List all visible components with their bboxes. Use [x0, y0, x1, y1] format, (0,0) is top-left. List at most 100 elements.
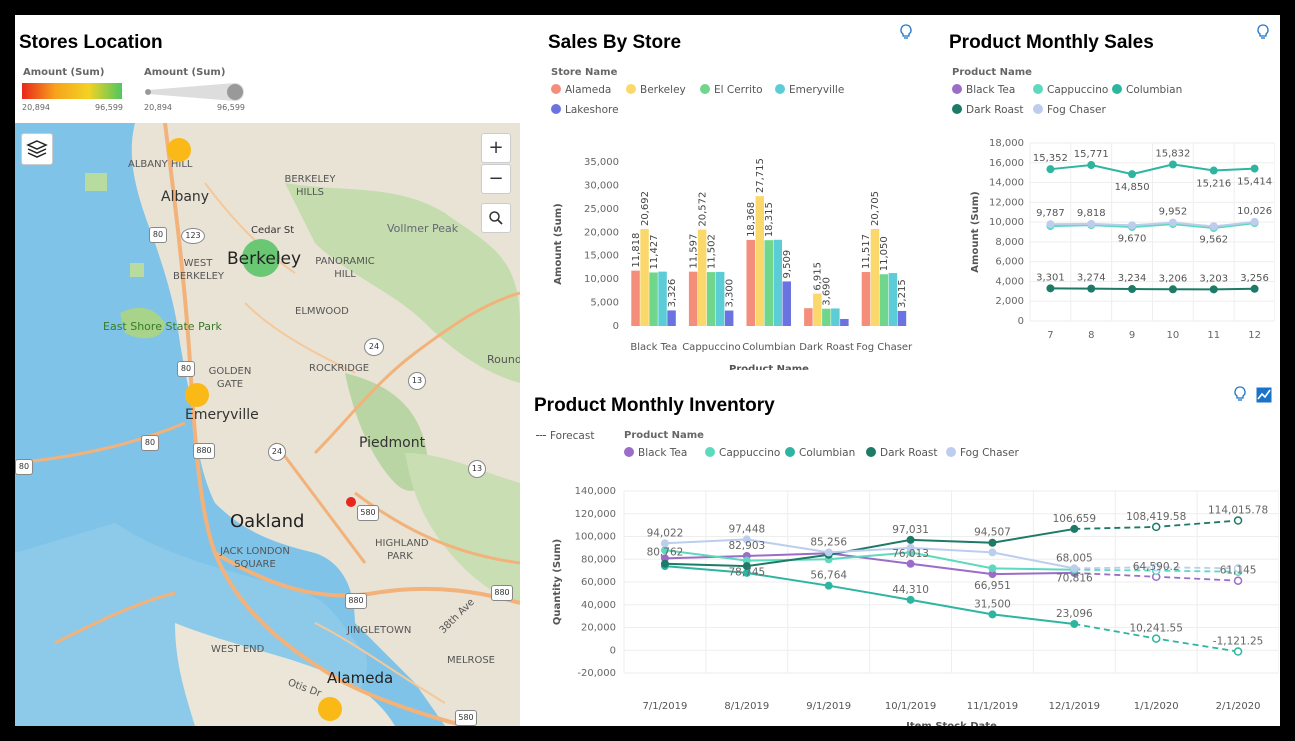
- legend-item-fog-chaser[interactable]: Fog Chaser: [1033, 104, 1106, 116]
- product-monthly-sales-title: Product Monthly Sales: [949, 32, 1154, 53]
- x-tick-label: Dark Roast: [799, 342, 854, 353]
- legend-label: Dark Roast: [880, 447, 938, 459]
- bar: [822, 308, 831, 326]
- legend-item-emeryville[interactable]: Emeryville: [775, 84, 844, 96]
- store-marker-albany[interactable]: [167, 138, 191, 162]
- data-point: [1250, 164, 1259, 173]
- bar: [870, 228, 880, 326]
- size-legend-max: 96,599: [217, 103, 245, 112]
- legend-item-cappuccino[interactable]: Cappuccino: [705, 447, 780, 459]
- data-point: [1250, 217, 1259, 226]
- legend-item-columbian[interactable]: Columbian: [785, 447, 855, 459]
- data-point: [1168, 160, 1177, 169]
- data-label: 15,216: [1196, 179, 1231, 190]
- insight-bulb-icon[interactable]: [899, 24, 913, 42]
- x-tick-label: Black Tea: [630, 342, 677, 353]
- stores-map[interactable]: ALBANY HILL Albany BERKELEY HILLS Cedar …: [15, 123, 520, 726]
- y-tick-label: 0: [1018, 316, 1024, 327]
- legend-item-black-tea[interactable]: Black Tea: [624, 447, 687, 459]
- map-label-berkeley: Berkeley: [227, 249, 302, 269]
- store-marker-berkeley[interactable]: [242, 239, 280, 277]
- y-tick-label: 40,000: [581, 600, 616, 611]
- legend-label: Fog Chaser: [1047, 104, 1106, 116]
- data-point: [988, 538, 997, 547]
- color-legend-gradient: [22, 83, 122, 99]
- data-label: 3,206: [1159, 273, 1188, 284]
- data-point: [1087, 161, 1096, 170]
- bar: [640, 229, 649, 326]
- insight-bulb-icon[interactable]: [1256, 24, 1270, 42]
- bar: [631, 270, 640, 326]
- map-label-albany: Albany: [161, 189, 210, 205]
- data-label: 76,013: [892, 548, 929, 560]
- legend-item-columbian[interactable]: Columbian: [1112, 84, 1182, 96]
- legend-swatch: [1033, 84, 1043, 94]
- data-point: [1168, 218, 1177, 227]
- zoom-out-button[interactable]: −: [481, 164, 511, 194]
- y-tick-label: 10,000: [584, 274, 619, 285]
- data-label: 44,310: [892, 584, 929, 596]
- map-label-vollmer-peak: Vollmer Peak: [387, 222, 459, 235]
- data-label: 27,715: [755, 158, 766, 193]
- y-tick-label: 0: [610, 645, 616, 656]
- legend-item-alameda[interactable]: Alameda: [551, 84, 611, 96]
- series-line: [1050, 222, 1255, 230]
- data-label: 3,326: [667, 279, 678, 308]
- legend-item-dark-roast[interactable]: Dark Roast: [952, 104, 1024, 116]
- legend-item-lakeshore[interactable]: Lakeshore: [551, 104, 619, 116]
- legend-item-cappuccino[interactable]: Cappuccino: [1033, 84, 1108, 96]
- highway-shield: 880: [491, 585, 513, 601]
- legend-swatch: [705, 447, 715, 457]
- legend-item-fog-chaser[interactable]: Fog Chaser: [946, 447, 1019, 459]
- zoom-in-button[interactable]: +: [481, 133, 511, 163]
- legend-item-black-tea[interactable]: Black Tea: [952, 84, 1015, 96]
- store-marker-lakeshore[interactable]: [346, 497, 356, 507]
- x-tick-label: 1/1/2020: [1134, 701, 1179, 712]
- bar: [688, 271, 698, 326]
- highway-shield: 880: [345, 593, 367, 609]
- x-tick-label: 7/1/2019: [642, 701, 687, 712]
- forecast-chart-icon[interactable]: [1256, 387, 1272, 403]
- bar: [724, 310, 734, 326]
- map-label-east-shore: East Shore State Park: [103, 320, 222, 333]
- data-label: 15,832: [1155, 148, 1190, 159]
- store-marker-emeryville[interactable]: [185, 383, 209, 407]
- legend-item-dark-roast[interactable]: Dark Roast: [866, 447, 938, 459]
- insight-bulb-icon[interactable]: [1233, 386, 1247, 404]
- legend-item-berkeley[interactable]: Berkeley: [626, 84, 686, 96]
- y-tick-label: 0: [613, 321, 619, 332]
- bar: [658, 271, 667, 326]
- store-marker-alameda[interactable]: [318, 697, 342, 721]
- data-label: 31,500: [974, 598, 1011, 610]
- data-point: [1046, 220, 1055, 229]
- data-label: 6,915: [813, 262, 824, 291]
- data-point: [1250, 284, 1259, 293]
- legend-item-el-cerrito[interactable]: El Cerrito: [700, 84, 763, 96]
- y-tick-label: 18,000: [989, 138, 1024, 149]
- map-label-melrose: MELROSE: [447, 655, 496, 666]
- y-tick-label: 16,000: [989, 158, 1024, 169]
- x-tick-label: Columbian: [742, 342, 796, 353]
- data-point: [742, 535, 751, 544]
- data-label: 3,215: [897, 279, 908, 308]
- legend-label: Fog Chaser: [960, 447, 1019, 459]
- data-point: [1209, 222, 1218, 231]
- forecast-point: [1233, 516, 1243, 525]
- data-point: [988, 610, 997, 619]
- legend-label: Columbian: [1126, 84, 1183, 96]
- legend-swatch: [946, 447, 956, 457]
- layers-button[interactable]: [21, 133, 53, 165]
- data-label: 11,427: [649, 234, 660, 269]
- map-label-berkeley-hills: BERKELEY HILLS: [284, 174, 336, 198]
- store-legend-title: Store Name: [551, 67, 618, 78]
- data-label: 15,771: [1074, 149, 1109, 160]
- forecast-point: [1151, 522, 1161, 532]
- map-search-button[interactable]: [481, 203, 511, 233]
- legend-label: Dark Roast: [966, 104, 1024, 116]
- bar: [888, 273, 898, 326]
- data-label: 3,274: [1077, 273, 1106, 284]
- bar: [804, 308, 813, 326]
- sales-by-store-chart: 0 5,000 10,000 15,000 20,000 25,000 30,000 35,0…: [553, 157, 913, 370]
- x-tick-label: 10/1/2019: [885, 701, 936, 712]
- map-label-highland-park: HIGHLAND PARK: [375, 538, 429, 562]
